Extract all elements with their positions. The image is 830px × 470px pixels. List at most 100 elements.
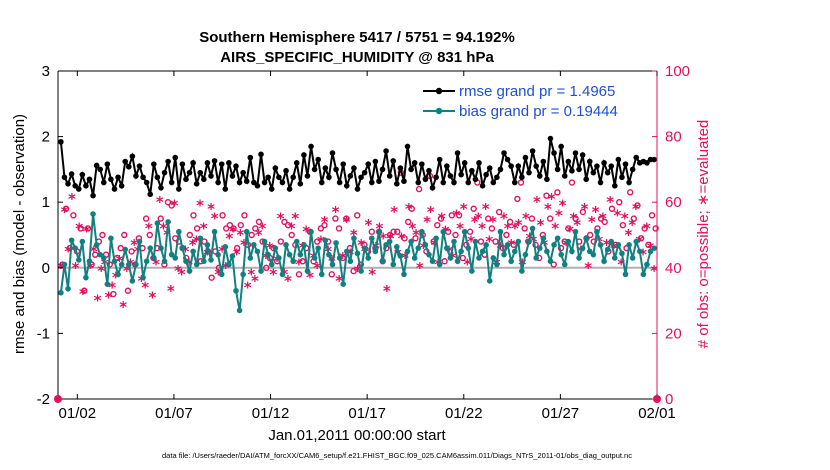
bias-point — [433, 235, 439, 242]
y-axis-label-left: rmse and bias (model - observation) — [11, 114, 28, 354]
bias-point — [651, 245, 657, 251]
bias-point — [490, 255, 497, 261]
obs-possible-point — [459, 254, 466, 262]
obs-possible-point — [554, 189, 561, 196]
bias-point — [397, 253, 404, 259]
obs-possible-point — [543, 192, 550, 199]
obs-possible-point — [84, 225, 92, 232]
obs-possible-point — [128, 248, 135, 255]
rmse-point — [540, 158, 547, 165]
obs-evaluated-point: * — [229, 223, 237, 241]
obs-evaluated-point: * — [185, 256, 193, 274]
obs-possible-point — [190, 212, 197, 219]
rmse-point — [129, 153, 136, 160]
obs-evaluated-point: * — [112, 269, 120, 287]
rmse-point — [333, 166, 339, 173]
obs-possible-point — [295, 271, 303, 278]
obs-evaluated-point: * — [416, 259, 424, 277]
rmse-point — [422, 176, 429, 183]
obs-evaluated-point: * — [152, 256, 160, 274]
rmse-point — [572, 150, 579, 156]
bias-point — [533, 255, 539, 261]
bias-point — [594, 228, 600, 235]
rmse-point — [390, 158, 397, 164]
rmse-point — [283, 167, 289, 174]
obs-evaluated-point: * — [313, 259, 321, 277]
bias-point — [186, 268, 193, 274]
obs-evaluated-point: * — [379, 229, 387, 247]
obs-evaluated-point: * — [551, 219, 559, 237]
obs-evaluated-point: * — [86, 259, 94, 277]
rmse-point — [486, 165, 493, 171]
rmse-point — [108, 176, 114, 183]
y-axis-label-right: # of obs: o=possible; ∗=evaluated — [695, 120, 712, 349]
rmse-legend-marker — [435, 87, 443, 95]
obs-possible-point — [226, 221, 234, 229]
rmse-point — [343, 183, 350, 189]
y-right-tick-label: 0 — [665, 391, 673, 408]
rmse-point — [179, 161, 186, 167]
rmse-point — [176, 186, 182, 192]
obs-evaluated-point: * — [482, 200, 490, 218]
obs-possible-point — [579, 208, 587, 216]
rmse-point — [615, 156, 622, 163]
obs-evaluated-point: * — [332, 203, 340, 221]
rmse-point — [215, 179, 221, 186]
obs-possible-point — [81, 287, 88, 294]
obs-evaluated-point: * — [97, 262, 105, 280]
rmse-point — [479, 183, 486, 189]
bias-point — [611, 255, 618, 261]
rmse-point — [140, 174, 146, 181]
obs-evaluated-point: * — [485, 233, 493, 251]
obs-evaluated-point: * — [438, 210, 446, 228]
obs-evaluated-point: * — [262, 249, 270, 267]
rmse-point — [304, 173, 311, 179]
obs-possible-point — [77, 225, 84, 232]
obs-possible-point — [263, 264, 270, 271]
bias-point — [361, 245, 368, 251]
rmse-point — [558, 143, 564, 150]
obs-possible-point — [343, 215, 350, 222]
rmse-point — [465, 179, 472, 186]
obs-evaluated-point: * — [306, 269, 314, 287]
bias-point — [90, 211, 96, 217]
rmse-point — [190, 160, 196, 166]
obs-possible-point — [528, 215, 536, 222]
bias-point — [183, 258, 189, 265]
rmse-point — [469, 167, 475, 174]
obs-evaluated-point: * — [200, 219, 208, 237]
rmse-point — [415, 179, 422, 186]
rmse-point — [611, 183, 618, 189]
rmse-point — [122, 158, 129, 165]
rmse-point — [268, 186, 275, 192]
bias-point — [579, 245, 586, 251]
rmse-point — [386, 173, 393, 179]
bias-point — [436, 261, 443, 268]
obs-possible-point — [408, 205, 416, 212]
obs-possible-point — [142, 215, 150, 222]
rmse-point — [261, 179, 268, 186]
rmse-point — [251, 179, 257, 186]
bias-point — [258, 268, 264, 274]
rmse-point — [72, 183, 78, 189]
bias-point — [576, 255, 582, 261]
obs-evaluated-point: * — [500, 210, 508, 228]
obs-evaluated-point: * — [467, 233, 475, 251]
obs-possible-point — [616, 198, 623, 206]
obs-possible-point — [412, 235, 419, 242]
rmse-point — [236, 179, 243, 186]
rmse-point — [247, 154, 254, 161]
obs-evaluated-point: * — [167, 282, 175, 300]
bias-point — [411, 255, 418, 261]
rmse-point — [368, 179, 375, 186]
y-right-tick-label: 20 — [665, 325, 682, 342]
rmse-point — [569, 167, 575, 174]
obs-possible-point — [99, 231, 106, 239]
bias-point — [286, 251, 293, 258]
rmse-point — [93, 162, 100, 169]
rmse-point — [165, 158, 171, 165]
rmse-point — [68, 171, 75, 177]
obs-possible-point — [448, 212, 456, 219]
obs-evaluated-point: * — [650, 262, 658, 280]
bias-point — [100, 255, 107, 261]
